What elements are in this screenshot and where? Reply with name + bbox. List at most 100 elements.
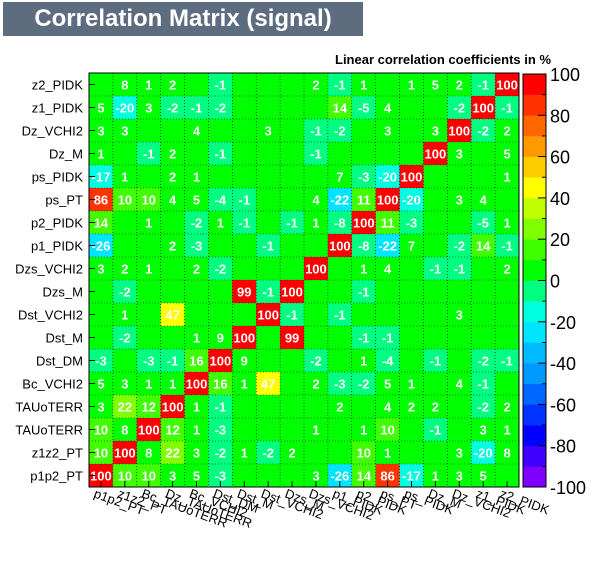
heatmap-cell	[280, 234, 304, 257]
colorbar-band	[523, 135, 546, 157]
y-tick-label: Dzs_M	[43, 285, 83, 300]
cell-value-label: 2	[121, 262, 128, 277]
heatmap-cell	[399, 418, 424, 441]
heatmap-cell	[256, 349, 281, 372]
heatmap-cell	[136, 395, 161, 418]
cell-value-label: 1	[121, 170, 128, 185]
heatmap-cell	[208, 119, 233, 142]
cell-value-label: 1	[193, 170, 200, 185]
cell-value-label: -20	[402, 193, 421, 208]
heatmap-cell	[447, 211, 472, 234]
heatmap-cell	[495, 188, 519, 211]
heatmap-cell	[184, 73, 209, 96]
cell-value-label: 5	[97, 101, 104, 116]
cell-value-label: 100	[210, 354, 232, 369]
heatmap-cell	[256, 211, 281, 234]
heatmap-cell	[89, 303, 113, 326]
cell-value-label: 5	[480, 469, 487, 484]
y-tick-label: ps_PIDK	[32, 170, 84, 185]
heatmap-cell	[399, 142, 424, 165]
cell-value-label: 100	[305, 262, 327, 277]
cell-value-label: -2	[167, 101, 179, 116]
heatmap-cell	[447, 372, 472, 395]
cell-value-label: -3	[406, 216, 418, 231]
heatmap-cell	[232, 280, 257, 303]
heatmap-cell	[256, 165, 281, 188]
cell-value-label: -2	[358, 377, 370, 392]
cell-value-label: 3	[121, 377, 128, 392]
heatmap-cell	[256, 73, 281, 96]
heatmap-cell	[136, 280, 161, 303]
cell-value-label: 10	[141, 193, 155, 208]
heatmap-cell	[495, 464, 519, 487]
cell-value-label: 86	[380, 469, 394, 484]
heatmap-cell	[256, 326, 281, 349]
heatmap-cell	[399, 464, 424, 487]
heatmap-cell	[112, 211, 137, 234]
heatmap-cell	[327, 188, 352, 211]
cell-value-label: 5	[97, 377, 104, 392]
heatmap-cell	[136, 418, 161, 441]
heatmap-cell	[304, 211, 328, 234]
heatmap-cell	[304, 372, 328, 395]
heatmap-cell	[160, 211, 185, 234]
colorbar-band	[523, 94, 546, 116]
heatmap-cell	[471, 257, 496, 280]
cell-value-label: 1	[145, 377, 152, 392]
heatmap-cell	[447, 464, 472, 487]
cell-value-label: 10	[356, 446, 370, 461]
heatmap-cell	[112, 349, 137, 372]
cell-value-label: 1	[193, 331, 200, 346]
heatmap-cell	[136, 142, 161, 165]
heatmap-cell	[471, 303, 496, 326]
cell-value-label: 14	[94, 216, 109, 231]
cell-value-label: 14	[333, 101, 348, 116]
heatmap-cell	[495, 418, 519, 441]
cell-value-label: 2	[336, 400, 343, 415]
heatmap-cell	[280, 119, 304, 142]
heatmap-cell	[447, 303, 472, 326]
heatmap-cell	[423, 441, 448, 464]
y-tick-label: Dz_M	[49, 147, 83, 162]
heatmap-cell	[256, 418, 281, 441]
heatmap-cell	[495, 119, 519, 142]
cell-value-label: 2	[408, 400, 415, 415]
heatmap-cell	[327, 73, 352, 96]
cell-value-label: 4	[193, 124, 201, 139]
colorbar-band	[523, 177, 546, 199]
cell-value-label: -1	[215, 400, 227, 415]
cell-value-label: 10	[118, 469, 132, 484]
cell-value-label: 4	[456, 377, 464, 392]
heatmap-cell	[112, 119, 137, 142]
heatmap-cell	[160, 418, 185, 441]
heatmap-cell	[327, 395, 352, 418]
cell-value-label: -4	[215, 193, 227, 208]
heatmap-cell	[232, 165, 257, 188]
cell-value-label: 100	[401, 170, 423, 185]
y-tick-label: Dz_VCHI2	[22, 124, 83, 139]
heatmap-cell	[447, 142, 472, 165]
heatmap-cell	[208, 326, 233, 349]
heatmap-cell	[447, 73, 472, 96]
heatmap-cell	[89, 372, 113, 395]
heatmap-cell	[399, 441, 424, 464]
colorbar-tick-label: 40	[550, 189, 570, 209]
heatmap-cell	[304, 73, 328, 96]
heatmap-cell	[112, 257, 137, 280]
heatmap-cell	[184, 441, 209, 464]
heatmap-cell	[89, 418, 113, 441]
cell-value-label: -1	[215, 147, 227, 162]
heatmap-cell	[495, 280, 519, 303]
heatmap-cell	[447, 441, 472, 464]
heatmap-cell	[136, 303, 161, 326]
heatmap-cell	[232, 418, 257, 441]
heatmap-cell	[89, 142, 113, 165]
cell-value-label: 8	[145, 446, 152, 461]
colorbar-tick-label: 60	[550, 148, 570, 168]
heatmap-cell	[112, 165, 137, 188]
colorbar-band	[523, 156, 546, 178]
cell-value-label: 22	[118, 400, 132, 415]
heatmap-cell	[447, 165, 472, 188]
cell-value-label: 8	[121, 423, 128, 438]
heatmap-cell	[447, 280, 472, 303]
